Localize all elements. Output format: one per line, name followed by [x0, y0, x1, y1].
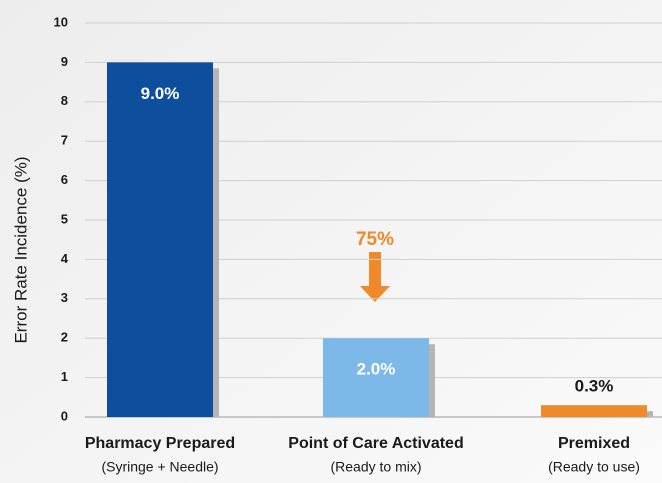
- y-tick-label: 6: [61, 172, 68, 187]
- y-tick-label: 9: [61, 54, 68, 69]
- x-tick-label: Premixed: [558, 435, 630, 452]
- y-tick-label: 2: [61, 330, 68, 345]
- y-tick-label: 3: [61, 290, 68, 305]
- data-label: 2.0%: [357, 360, 396, 379]
- y-tick-label: 4: [61, 251, 69, 266]
- annotation-arrow: [360, 252, 390, 302]
- y-tick-label: 8: [61, 93, 68, 108]
- bar: [541, 405, 647, 417]
- x-tick-label: Point of Care Activated: [288, 435, 463, 452]
- data-label: 9.0%: [141, 84, 180, 103]
- bar: [107, 62, 213, 418]
- y-tick-label: 10: [54, 14, 68, 29]
- y-tick-label: 5: [61, 211, 68, 226]
- x-tick-label: Pharmacy Prepared: [85, 435, 235, 452]
- y-tick-label: 1: [61, 369, 68, 384]
- x-tick-sublabel: (Ready to use): [548, 459, 640, 475]
- x-tick-sublabel: (Ready to mix): [330, 459, 421, 475]
- y-axis-label: Error Rate Incidence (%): [11, 156, 30, 343]
- bar: [323, 338, 429, 417]
- y-tick-label: 7: [61, 133, 68, 148]
- annotation: 75%: [356, 229, 394, 250]
- x-tick-sublabel: (Syringe + Needle): [101, 459, 218, 475]
- data-label: 0.3%: [575, 377, 614, 396]
- y-tick-label: 0: [61, 408, 68, 423]
